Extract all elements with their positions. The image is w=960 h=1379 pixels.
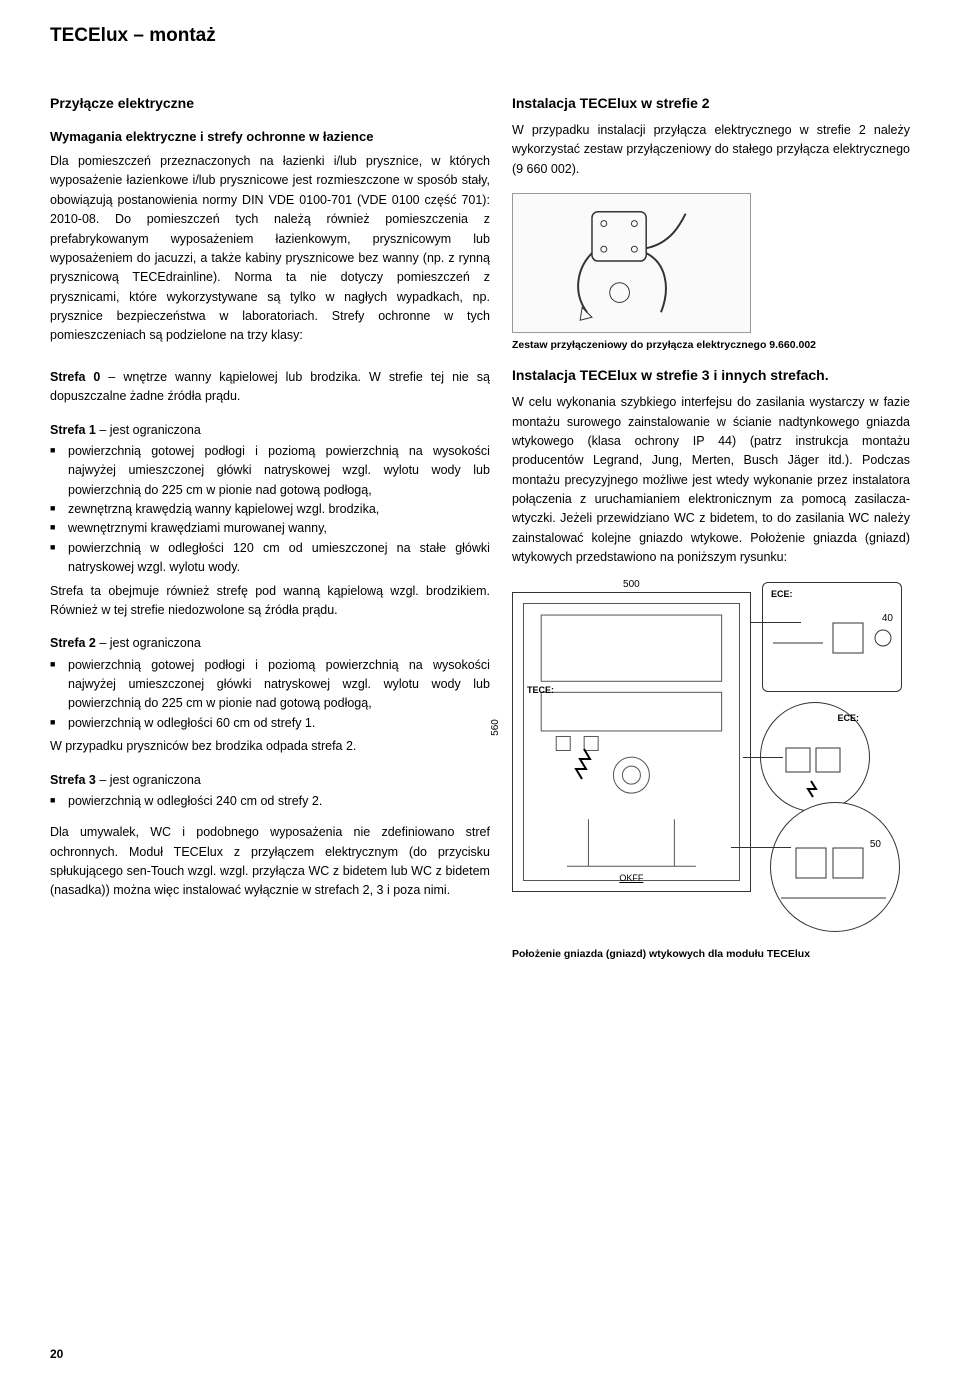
dimension-500: 500 bbox=[513, 579, 750, 590]
strefa1-intro-text: – jest ograniczona bbox=[96, 423, 201, 437]
right-para-2: W celu wykonania szybkiego interfejsu do… bbox=[512, 393, 910, 567]
ece-label-1: ECE: bbox=[771, 589, 793, 599]
figure1-caption: Zestaw przyłączeniowy do przyłącza elekt… bbox=[512, 339, 910, 351]
strefa2-after: W przypadku pryszniców bez brodzika odpa… bbox=[50, 737, 490, 756]
strefa2-list: powierzchnią gotowej podłogi i poziomą p… bbox=[50, 656, 490, 734]
ece-label-2: ECE: bbox=[837, 713, 859, 723]
strefa0-text: – wnętrze wanny kąpielowej lub brodzika.… bbox=[50, 370, 490, 403]
list-item: powierzchnią w odległości 60 cm od stref… bbox=[50, 714, 490, 733]
figure2-detail-top: ECE: 40 bbox=[762, 582, 902, 692]
dim-50: 50 bbox=[870, 839, 881, 850]
left-column: Przyłącze elektryczne Wymagania elektryc… bbox=[50, 95, 490, 976]
connector-line-1 bbox=[751, 622, 801, 623]
left-subheading: Wymagania elektryczne i strefy ochronne … bbox=[50, 129, 490, 144]
intro-paragraph: Dla pomieszczeń przeznaczonych na łazien… bbox=[50, 152, 490, 346]
closing-paragraph: Dla umywalek, WC i podobnego wyposażenia… bbox=[50, 823, 490, 901]
list-item: powierzchnią gotowej podłogi i poziomą p… bbox=[50, 656, 490, 714]
figure2-main-frame: 500 560 TECE: bbox=[512, 592, 751, 892]
detail1-drawing bbox=[763, 583, 901, 691]
strefa0: Strefa 0 – wnętrze wanny kąpielowej lub … bbox=[50, 368, 490, 407]
right-heading-1: Instalacja TECElux w strefie 2 bbox=[512, 95, 910, 111]
connection-kit-drawing bbox=[513, 194, 750, 332]
strefa3-list: powierzchnią w odległości 240 cm od stre… bbox=[50, 792, 490, 811]
two-column-layout: Przyłącze elektryczne Wymagania elektryc… bbox=[50, 95, 910, 976]
page-title: TECElux – montaż bbox=[50, 25, 910, 47]
list-item: powierzchnią gotowej podłogi i poziomą p… bbox=[50, 442, 490, 500]
strefa2-label: Strefa 2 bbox=[50, 636, 96, 650]
okff-label: OKFF bbox=[619, 873, 643, 883]
connector-line-3 bbox=[731, 847, 791, 848]
strefa3-intro-text: – jest ograniczona bbox=[96, 773, 201, 787]
figure-connection-kit bbox=[512, 193, 751, 333]
strefa0-label: Strefa 0 bbox=[50, 370, 100, 384]
dim-40: 40 bbox=[882, 613, 893, 624]
right-heading-2: Instalacja TECElux w strefie 3 i innych … bbox=[512, 367, 910, 383]
right-para-1: W przypadku instalacji przyłącza elektry… bbox=[512, 121, 910, 179]
page-number: 20 bbox=[50, 1347, 63, 1361]
strefa1-list: powierzchnią gotowej podłogi i poziomą p… bbox=[50, 442, 490, 578]
dimension-560: 560 bbox=[490, 719, 501, 736]
list-item: powierzchnią w odległości 120 cm od umie… bbox=[50, 539, 490, 578]
list-item: powierzchnią w odległości 240 cm od stre… bbox=[50, 792, 490, 811]
list-item: zewnętrzną krawędzią wanny kąpielowej wz… bbox=[50, 500, 490, 519]
right-column: Instalacja TECElux w strefie 2 W przypad… bbox=[512, 95, 910, 976]
strefa3-label: Strefa 3 bbox=[50, 773, 96, 787]
figure-socket-position: 500 560 TECE: bbox=[512, 582, 910, 942]
left-heading: Przyłącze elektryczne bbox=[50, 95, 490, 111]
strefa1-intro: Strefa 1 – jest ograniczona bbox=[50, 421, 490, 440]
module-drawing bbox=[524, 604, 739, 880]
strefa3-intro: Strefa 3 – jest ograniczona bbox=[50, 771, 490, 790]
strefa1-after: Strefa ta obejmuje również strefę pod wa… bbox=[50, 582, 490, 621]
frame-inner bbox=[523, 603, 740, 881]
list-item: wewnętrznymi krawędziami murowanej wanny… bbox=[50, 519, 490, 538]
tece-label-1: TECE: bbox=[527, 685, 554, 695]
connector-line-2 bbox=[743, 757, 783, 758]
detail3-drawing bbox=[771, 803, 899, 931]
figure2-caption: Położenie gniazda (gniazd) wtykowych dla… bbox=[512, 948, 910, 960]
strefa1-label: Strefa 1 bbox=[50, 423, 96, 437]
strefa2-intro-text: – jest ograniczona bbox=[96, 636, 201, 650]
figure2-detail-bottom: 50 bbox=[770, 802, 900, 932]
strefa2-intro: Strefa 2 – jest ograniczona bbox=[50, 634, 490, 653]
